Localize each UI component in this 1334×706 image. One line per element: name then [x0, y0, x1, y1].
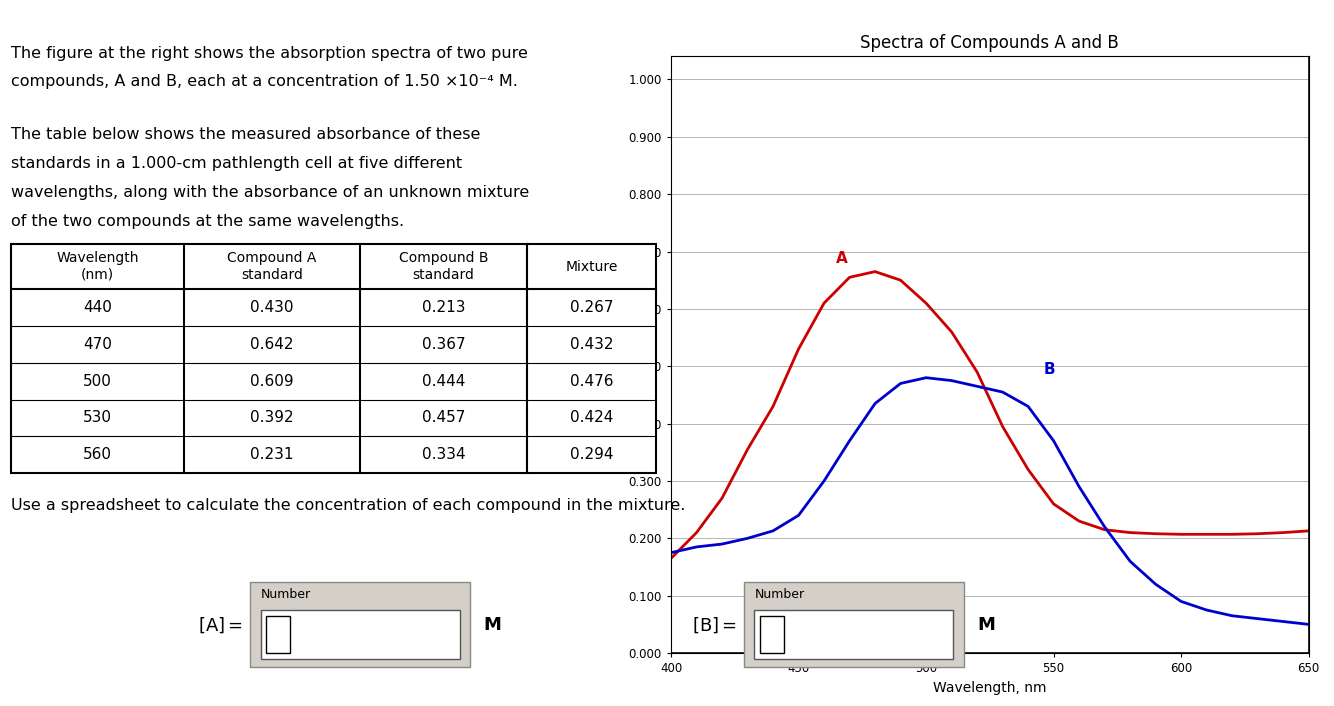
Text: 0.231: 0.231 [251, 447, 293, 462]
Text: The table below shows the measured absorbance of these: The table below shows the measured absor… [11, 127, 480, 142]
Text: Compound A
standard: Compound A standard [228, 251, 316, 282]
Text: Use a spreadsheet to calculate the concentration of each compound in the mixture: Use a spreadsheet to calculate the conce… [11, 498, 686, 513]
Bar [671, 56, 1309, 653]
Text: Mixture: Mixture [566, 260, 618, 273]
X-axis label: Wavelength, nm: Wavelength, nm [932, 681, 1047, 695]
Y-axis label: Absorbance: Absorbance [612, 313, 626, 396]
Text: 0.392: 0.392 [251, 410, 293, 426]
Text: 0.444: 0.444 [422, 373, 466, 389]
Text: standards in a 1.000-cm pathlength cell at five different: standards in a 1.000-cm pathlength cell … [11, 156, 462, 171]
Text: B: B [1043, 361, 1055, 376]
Text: 530: 530 [83, 410, 112, 426]
Text: 560: 560 [83, 447, 112, 462]
Text: M: M [484, 616, 502, 634]
Text: 0.367: 0.367 [422, 337, 466, 352]
Text: 500: 500 [83, 373, 112, 389]
Text: The figure at the right shows the absorption spectra of two pure: The figure at the right shows the absorp… [11, 46, 527, 61]
Text: 0.642: 0.642 [251, 337, 293, 352]
Text: Number: Number [754, 588, 804, 601]
Text: Compound B
standard: Compound B standard [399, 251, 488, 282]
Text: 440: 440 [83, 300, 112, 316]
Text: of the two compounds at the same wavelengths.: of the two compounds at the same wavelen… [11, 214, 404, 229]
Text: 0.609: 0.609 [251, 373, 293, 389]
Title: Spectra of Compounds A and B: Spectra of Compounds A and B [860, 34, 1119, 52]
Text: 0.267: 0.267 [570, 300, 614, 316]
Text: 0.334: 0.334 [422, 447, 466, 462]
Text: 0.430: 0.430 [251, 300, 293, 316]
Text: $\left[\mathrm{A}\right] =$: $\left[\mathrm{A}\right] =$ [199, 615, 243, 635]
Text: M: M [976, 616, 995, 634]
Text: 0.457: 0.457 [422, 410, 466, 426]
Text: Number: Number [261, 588, 311, 601]
Text: 0.476: 0.476 [570, 373, 614, 389]
Text: A: A [836, 251, 848, 266]
Text: 0.424: 0.424 [570, 410, 614, 426]
Text: 0.432: 0.432 [570, 337, 614, 352]
Text: compounds, A and B, each at a concentration of 1.50 ×10⁻⁴ M.: compounds, A and B, each at a concentrat… [11, 74, 518, 89]
Text: Wavelength
(nm): Wavelength (nm) [56, 251, 139, 282]
Text: 0.213: 0.213 [422, 300, 466, 316]
Text: wavelengths, along with the absorbance of an unknown mixture: wavelengths, along with the absorbance o… [11, 185, 528, 200]
Text: 0.294: 0.294 [570, 447, 614, 462]
Text: $\left[\mathrm{B}\right] =$: $\left[\mathrm{B}\right] =$ [692, 615, 736, 635]
Text: 470: 470 [83, 337, 112, 352]
